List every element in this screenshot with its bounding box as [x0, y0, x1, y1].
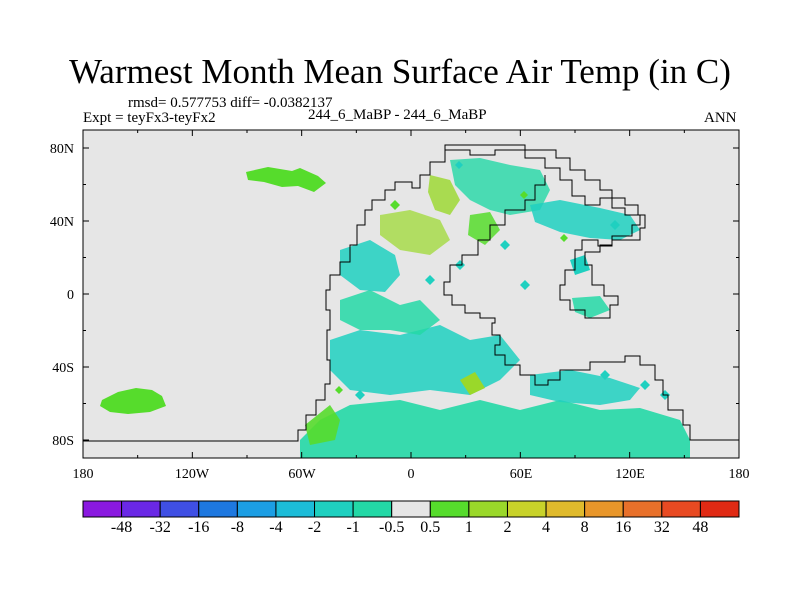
lat-axis-labels: 80N 40N 0 40S 80S	[50, 142, 74, 449]
colorbar-swatch	[661, 500, 701, 518]
colorbar-swatch	[584, 500, 624, 518]
colorbar-label: 0.5	[420, 519, 440, 536]
anomaly-tropical-west	[340, 240, 400, 292]
anomaly-patch-north-ocean	[246, 167, 326, 192]
colorbar-label: -16	[188, 519, 209, 536]
colorbar-label: -4	[269, 519, 282, 536]
lon-label: 120W	[175, 467, 210, 482]
colorbar-swatch	[314, 500, 354, 518]
case-label: 244_6_MaBP - 244_6_MaBP	[308, 107, 487, 123]
experiment-label: Expt = teyFx3-teyFx2	[83, 110, 216, 126]
lat-label: 80S	[52, 434, 74, 449]
anomaly-equatorial-west	[340, 290, 440, 335]
colorbar-swatch	[391, 500, 431, 518]
colorbar-swatch	[121, 500, 161, 518]
lat-label: 40N	[50, 215, 74, 230]
colorbar-label: 4	[542, 519, 550, 536]
plot-title: Warmest Month Mean Surface Air Temp (in …	[69, 52, 731, 91]
anomaly-east-peninsula	[572, 296, 610, 318]
colorbar-label: -8	[231, 519, 244, 536]
colorbar-label: 48	[692, 519, 708, 536]
lon-label: 180	[73, 467, 94, 482]
colorbar-label: 32	[654, 519, 670, 536]
lat-label: 0	[67, 288, 74, 303]
lon-label: 120E	[615, 467, 645, 482]
colorbar-label: -2	[308, 519, 321, 536]
colorbar-swatch	[236, 500, 277, 518]
anomaly-north-east	[530, 200, 640, 240]
lon-label: 60W	[288, 467, 316, 482]
colorbar-label: 2	[503, 519, 511, 536]
colorbar-label: 8	[581, 519, 589, 536]
anomaly-sw-green	[305, 405, 340, 445]
colorbar-swatch	[352, 500, 393, 518]
anomaly-north-yellow	[428, 175, 460, 215]
colorbar-swatch	[622, 500, 663, 518]
colorbar-swatch	[699, 500, 740, 518]
lon-label: 180	[729, 467, 750, 482]
colorbar-swatch	[198, 500, 238, 518]
scattered-green-cells	[335, 191, 568, 394]
rmsd-diff-stats: rmsd= 0.577753 diff= -0.0382137	[128, 95, 333, 111]
anomaly-patch-south-ocean	[100, 388, 166, 414]
lon-label: 0	[408, 467, 415, 482]
colorbar-label: 16	[615, 519, 631, 536]
axis-ticks	[82, 130, 740, 458]
colorbar-swatch	[275, 500, 316, 518]
colorbar-swatch	[159, 500, 200, 518]
season-label: ANN	[704, 110, 737, 126]
lon-label: 60E	[510, 467, 533, 482]
colorbar: -48 -32 -16 -8 -4 -2 -1 -0.5 0.5 1 2 4 8 16 32 48	[82, 500, 740, 536]
colorbar-label: -32	[150, 519, 171, 536]
colorbar-swatch	[545, 500, 586, 518]
colorbar-label: -1	[346, 519, 359, 536]
bay-outline	[443, 175, 739, 441]
colorbar-swatch	[429, 500, 470, 518]
colorbar-label: -48	[111, 519, 132, 536]
lat-label: 80N	[50, 142, 74, 157]
lat-label: 40S	[52, 361, 74, 376]
colorbar-label: 1	[465, 519, 473, 536]
lon-axis-labels: 180 120W 60W 0 60E 120E 180	[73, 467, 750, 482]
colorbar-swatch	[82, 500, 123, 518]
continent-outline	[83, 144, 646, 442]
colorbar-swatch	[506, 500, 547, 518]
colorbar-swatch	[468, 500, 508, 518]
colorbar-label: -0.5	[379, 519, 404, 536]
anomaly-south-east	[530, 370, 640, 405]
anomaly-field	[100, 158, 690, 458]
anomaly-north-green	[468, 212, 500, 245]
anomaly-north-west	[380, 210, 450, 255]
anomaly-southern-band	[300, 400, 690, 458]
anomaly-south-yellow	[460, 372, 485, 395]
